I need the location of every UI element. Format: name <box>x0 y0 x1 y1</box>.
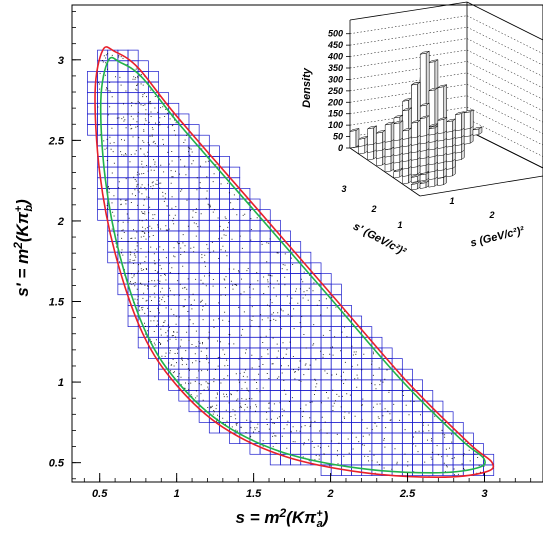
bin-cell <box>361 326 373 338</box>
lego-bar <box>402 127 412 140</box>
inset-gridline <box>349 15 468 34</box>
x-tick-label: 1.5 <box>246 488 262 500</box>
inset-gridline <box>349 72 468 92</box>
bin-cell <box>422 390 434 402</box>
inset-gridline <box>466 26 543 66</box>
bin-cell <box>219 156 230 168</box>
inset-z-tick-label: 500 <box>328 29 343 39</box>
inset-box-edge <box>349 1 468 21</box>
inset-base-edge <box>466 129 543 169</box>
inset-z-tick-label: 150 <box>328 109 343 119</box>
lego-bar <box>455 111 465 132</box>
bin-cell <box>330 283 342 296</box>
bin-cell <box>127 49 139 62</box>
kinematic-boundary-curve <box>94 46 495 479</box>
lego-bar <box>376 129 386 145</box>
lego-bar <box>358 135 369 147</box>
bin-cell <box>208 145 220 157</box>
bin-cell <box>168 102 180 115</box>
bin-cell <box>432 400 444 413</box>
y-axis-label: s' = m2(Kπ+b) <box>11 199 35 297</box>
inset-gridline <box>349 84 468 103</box>
bin-cell <box>401 368 413 381</box>
y-tick-label: 2 <box>57 216 64 228</box>
lego-bar <box>393 120 404 142</box>
bin-cell <box>351 315 363 328</box>
inset-gridline <box>349 61 468 80</box>
lego-bar <box>411 173 421 183</box>
inset-z-tick-label: 350 <box>328 63 343 73</box>
inset-gridline <box>466 84 543 123</box>
x-tick-label: 0.5 <box>92 488 108 500</box>
lego-bar <box>367 125 377 146</box>
bin-cell <box>198 134 210 147</box>
inset-gridline <box>349 95 468 114</box>
inset-gridline <box>349 106 468 126</box>
bin-cell <box>320 273 332 285</box>
inset-z-tick-label: 450 <box>327 40 343 50</box>
y-tick-label: 3 <box>58 55 64 67</box>
inset-z-tick-label: 100 <box>328 120 343 130</box>
inset-z-tick-label: 200 <box>327 97 343 107</box>
bin-cell <box>137 60 149 72</box>
inset-gridline <box>466 38 543 77</box>
x-tick-label: 2.5 <box>399 488 416 500</box>
inset-gridline <box>466 49 543 89</box>
lego-bar <box>384 121 395 143</box>
lego-bar <box>402 107 412 148</box>
bin-cell <box>249 198 261 211</box>
inset-gridline <box>466 95 543 134</box>
y-tick-label: 0.5 <box>49 458 65 470</box>
inset-box-edge <box>466 1 543 41</box>
bin-cell <box>229 166 241 179</box>
x-axis-label: s = m2(Kπ+ a) <box>236 506 329 530</box>
lego-bar <box>411 181 421 191</box>
y-tick-label: 1.5 <box>49 297 65 309</box>
lego-bar <box>420 115 430 137</box>
inset-gridline <box>466 72 543 112</box>
inset-gridline <box>349 38 468 57</box>
inset-z-tick-label: 300 <box>328 74 343 84</box>
inset-gridline <box>466 61 543 100</box>
inset-z-tick-label: 0 <box>338 143 343 153</box>
bin-cell <box>147 71 159 83</box>
inset-s-tick: 2 <box>488 210 494 220</box>
lego-bar <box>411 119 421 139</box>
lego-bar <box>437 116 448 135</box>
bin-cell <box>300 251 312 264</box>
inset-gridline <box>466 15 543 54</box>
inset-z-tick-label: 400 <box>327 52 343 62</box>
inset-sprime-tick: 2 <box>370 204 376 214</box>
x-tick-label: 2 <box>327 488 334 500</box>
inset-z-tick-label: 250 <box>327 86 343 96</box>
inner-boundary-curve <box>99 56 486 474</box>
inset-gridline <box>466 118 543 157</box>
x-tick-label: 1 <box>174 488 180 500</box>
bin-cell <box>259 209 271 221</box>
bin-cell <box>310 262 322 274</box>
inset-gridline <box>349 26 468 46</box>
inset-gridline <box>466 106 543 146</box>
boundary-curves <box>94 46 495 479</box>
inset-base-edge <box>419 175 543 197</box>
lego-bar <box>419 180 430 189</box>
inset-z-label: Density <box>301 67 313 108</box>
lego-bar <box>349 127 360 149</box>
inset-sprime-tick: 1 <box>397 220 402 230</box>
bin-cell <box>412 379 423 391</box>
y-tick-label: 1 <box>58 377 64 389</box>
axes: 0.5 1 1.5 2 2.5 3 0.5 1 1.5 2 2.5 3 <box>48 11 532 500</box>
inset-s-tick: 1 <box>449 196 454 206</box>
x-tick-label: 3 <box>481 488 487 500</box>
y-tick-label: 2.5 <box>48 135 65 147</box>
inset-gridline <box>349 49 468 69</box>
inset-z-tick-label: 50 <box>333 132 343 142</box>
inset-sprime-tick: 3 <box>341 184 346 194</box>
lego-bar <box>463 109 474 130</box>
lego-bar <box>472 126 483 136</box>
lego-bar <box>446 118 456 133</box>
